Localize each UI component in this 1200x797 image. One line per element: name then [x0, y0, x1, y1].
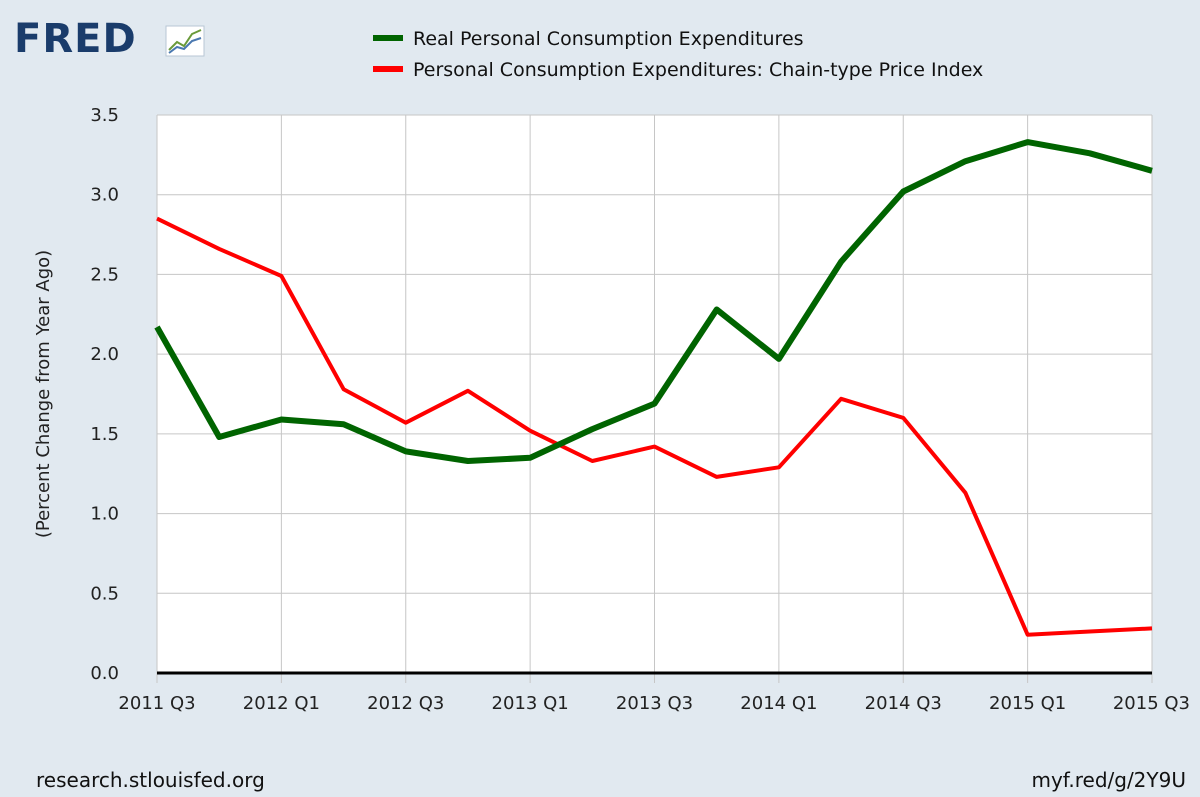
x-tick-label: 2015 Q3: [1113, 693, 1190, 714]
series-lines: [154, 139, 1153, 637]
x-tick-label: 2013 Q1: [492, 693, 569, 714]
legend-label-1: Personal Consumption Expenditures: Chain…: [413, 59, 983, 81]
fred-logo[interactable]: FRED: [14, 14, 214, 62]
y-axis-label: (Percent Change from Year Ago): [33, 250, 54, 538]
x-tick-label: 2012 Q3: [367, 693, 444, 714]
y-tick-label: 3.0: [90, 185, 119, 206]
x-tick-label: 2015 Q1: [989, 693, 1066, 714]
y-tick-label: 0.0: [90, 663, 119, 684]
x-tick-label: 2011 Q3: [118, 693, 195, 714]
y-tick-label: 2.0: [90, 344, 119, 365]
y-tick-label: 2.5: [90, 264, 119, 285]
y-tick-label: 1.5: [90, 424, 119, 445]
legend-label-0: Real Personal Consumption Expenditures: [413, 28, 804, 50]
series-line-1: [156, 216, 1153, 637]
fred-logo-text: FRED: [14, 16, 137, 62]
short-link[interactable]: myf.red/g/2Y9U: [1031, 768, 1186, 792]
y-tick-label: 1.0: [90, 504, 119, 525]
y-tick-label: 0.5: [90, 583, 119, 604]
gridlines: [156, 114, 1153, 683]
x-tick-label: 2012 Q1: [243, 693, 320, 714]
y-tick-label: 3.5: [90, 105, 119, 126]
y-axis-ticks: 0.0 0.5 1.0 1.5 2.0 2.5 3.0 3.5: [90, 105, 119, 684]
series-line-0: [154, 139, 1153, 464]
x-tick-label: 2014 Q1: [740, 693, 817, 714]
fred-logo-graph-icon: [165, 25, 205, 57]
x-tick-label: 2014 Q3: [865, 693, 942, 714]
x-axis-ticks: 2011 Q3 2012 Q1 2012 Q3 2013 Q1 2013 Q3 2014 …: [118, 693, 1190, 714]
source-link[interactable]: research.stlouisfed.org: [36, 768, 265, 792]
x-tick-label: 2013 Q3: [616, 693, 693, 714]
legend: Real Personal Consumption Expenditures Pe…: [373, 28, 983, 81]
